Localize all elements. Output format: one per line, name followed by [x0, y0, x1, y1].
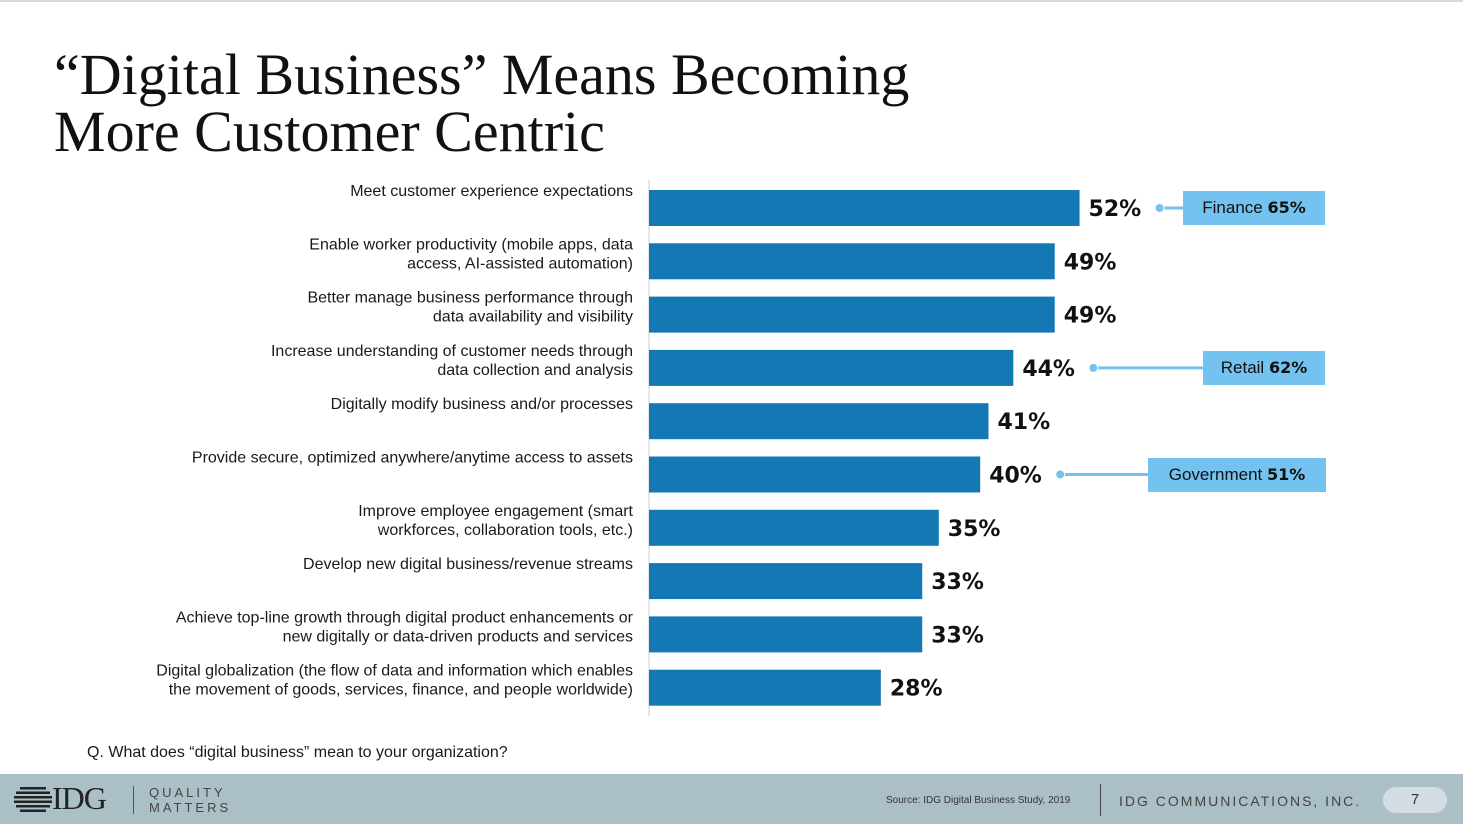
value-label: 40% — [989, 464, 1042, 489]
callout-box: Retail 62% — [1203, 350, 1325, 385]
callout-name: Finance — [1202, 198, 1268, 217]
category-label: data collection and analysis — [437, 362, 633, 379]
callout-box: Finance 65% — [1183, 191, 1325, 225]
idg-logo: IDG — [52, 780, 107, 816]
category-label: Increase understanding of customer needs… — [271, 343, 633, 360]
value-label: 28% — [890, 677, 943, 702]
callout-name: Retail — [1220, 357, 1269, 377]
title-line-1: “Digital Business” Means Becoming — [54, 42, 910, 107]
bar-chart: 52% Meet customer experience expectations… — [156, 180, 1203, 716]
bar — [649, 509, 939, 546]
callout-name: Government — [1168, 464, 1267, 484]
category-label: Meet customer experience expectations — [350, 183, 633, 200]
title-line-2: More Customer Centric — [54, 99, 605, 164]
bar — [649, 616, 923, 653]
page-number: 7 — [1383, 787, 1447, 813]
footer: IDG QUALITY MATTERS Source: IDG Digital … — [0, 774, 1463, 824]
value-label: 52% — [1089, 197, 1142, 222]
category-label: the movement of goods, services, finance… — [169, 682, 633, 699]
logo-divider — [133, 786, 134, 814]
source-note: Source: IDG Digital Business Study, 2019 — [886, 795, 1071, 806]
callout-dot — [1088, 362, 1099, 373]
callout-box: Government 51% — [1148, 457, 1326, 492]
value-label: 49% — [1064, 304, 1117, 329]
bar — [649, 403, 989, 440]
bar — [649, 243, 1055, 280]
category-label: Develop new digital business/revenue str… — [303, 556, 633, 573]
tagline-line-1: QUALITY — [149, 785, 226, 800]
value-label: 33% — [931, 570, 984, 595]
category-label: Achieve top-line growth through digital … — [176, 609, 634, 626]
callout-value: 65% — [1267, 198, 1306, 217]
callout-value: 62% — [1268, 357, 1308, 377]
survey-question: Q. What does “digital business” mean to … — [87, 744, 508, 761]
bar — [649, 349, 1014, 386]
tagline-line-2: MATTERS — [149, 800, 232, 815]
value-label: 35% — [948, 517, 1001, 542]
category-label: Improve employee engagement (smart — [358, 503, 633, 520]
bar — [649, 190, 1080, 226]
category-label: workforces, collaboration tools, etc.) — [377, 522, 633, 539]
bar — [649, 296, 1055, 333]
callout-dot — [1154, 203, 1165, 213]
value-label: 44% — [1022, 357, 1075, 382]
category-label: Digitally modify business and/or process… — [331, 396, 633, 413]
category-label: new digitally or data-driven products an… — [283, 628, 633, 645]
bar — [649, 563, 923, 600]
category-label: Better manage business performance throu… — [307, 290, 633, 307]
tagline: QUALITY MATTERS — [149, 785, 231, 815]
bar — [649, 456, 981, 493]
company-name: IDG COMMUNICATIONS, INC. — [1119, 793, 1362, 809]
value-label: 33% — [931, 623, 984, 648]
value-label: 49% — [1064, 250, 1117, 275]
idg-globe-icon — [14, 787, 52, 812]
top-rule — [0, 0, 1463, 2]
category-label: Enable worker productivity (mobile apps,… — [309, 236, 633, 253]
callout-dot — [1055, 469, 1066, 480]
value-label: 41% — [997, 410, 1050, 435]
callout-value: 51% — [1266, 464, 1306, 484]
bar — [649, 669, 881, 706]
category-label: Provide secure, optimized anywhere/anyti… — [192, 450, 633, 467]
category-label: Digital globalization (the flow of data … — [156, 663, 633, 680]
category-label: data availability and visibility — [433, 309, 633, 326]
slide-title: “Digital Business” Means Becoming More C… — [54, 42, 1154, 164]
category-label: access, AI-assisted automation) — [407, 255, 633, 272]
footer-divider — [1100, 784, 1101, 816]
